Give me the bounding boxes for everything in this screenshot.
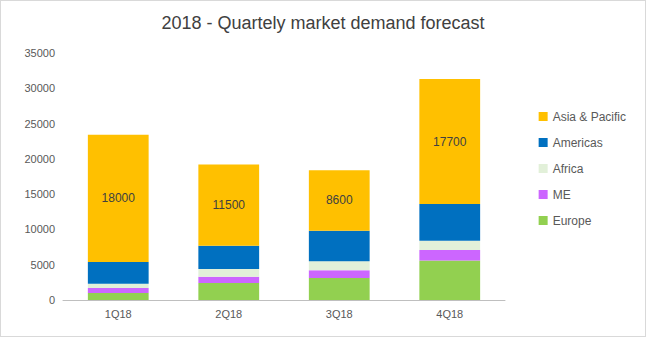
svg-text:15000: 15000 xyxy=(24,188,55,200)
svg-text:30000: 30000 xyxy=(24,82,55,94)
svg-text:2Q18: 2Q18 xyxy=(215,308,242,320)
svg-text:35000: 35000 xyxy=(24,47,55,59)
svg-text:17700: 17700 xyxy=(433,135,467,149)
svg-text:3Q18: 3Q18 xyxy=(326,308,353,320)
svg-text:25000: 25000 xyxy=(24,118,55,130)
svg-text:4Q18: 4Q18 xyxy=(436,308,463,320)
svg-text:10000: 10000 xyxy=(24,223,55,235)
svg-text:2018 - Quartely market demand: 2018 - Quartely market demand forecast xyxy=(161,13,484,33)
svg-text:Africa: Africa xyxy=(553,162,584,176)
svg-text:18000: 18000 xyxy=(102,191,136,205)
svg-text:5000: 5000 xyxy=(31,259,55,271)
svg-text:8600: 8600 xyxy=(326,193,353,207)
svg-text:0: 0 xyxy=(49,294,55,306)
svg-text:Asia & Pacific: Asia & Pacific xyxy=(553,110,626,124)
svg-text:1Q18: 1Q18 xyxy=(105,308,132,320)
svg-text:20000: 20000 xyxy=(24,153,55,165)
svg-text:Americas: Americas xyxy=(553,136,603,150)
svg-text:ME: ME xyxy=(553,188,571,202)
svg-text:Europe: Europe xyxy=(553,214,592,228)
svg-text:11500: 11500 xyxy=(213,198,246,212)
